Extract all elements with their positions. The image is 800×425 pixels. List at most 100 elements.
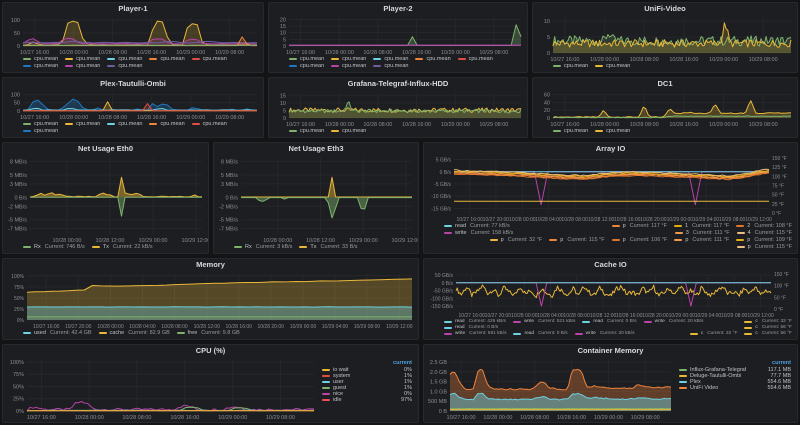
legend-item[interactable]: p Current: 109 °F <box>736 237 792 243</box>
legend-item[interactable]: read Current: 0 B/s <box>513 331 568 336</box>
legend-table-header[interactable]: current <box>393 360 412 366</box>
legend-item[interactable]: cpu.mean <box>289 128 324 134</box>
chart-plot-area[interactable]: 8 MB/s 5 MB/s 3 MB/s 0 B/s -2 MB/s -5 MB/s -7 … <box>214 155 421 244</box>
legend-table-header[interactable]: current <box>772 360 791 366</box>
legend-item[interactable]: p Current: 32 °F <box>489 237 542 243</box>
legend-item[interactable]: cache Current: 82.9 GB <box>98 330 170 336</box>
legend-item[interactable]: cpu.mean <box>23 128 58 134</box>
legend-item[interactable]: cpu.mean <box>553 63 588 69</box>
legend-item[interactable]: p Current: 115 °F <box>549 237 605 243</box>
legend-item[interactable]: cpu.mean <box>107 121 142 127</box>
chart-plot-area[interactable]: 100 50 0 10/27 16:00 10/28 00:00 10/28 08:00 1… <box>3 90 263 121</box>
legend-item[interactable]: 4 Current: 115 °F <box>736 230 792 236</box>
legend-item[interactable]: cpu.mean <box>149 56 185 62</box>
series-label: cpu.mean <box>384 56 409 62</box>
legend-item[interactable]: 3 Current: 111 °F <box>674 230 730 236</box>
legend-item[interactable]: cpu.mean <box>595 63 630 69</box>
legend-item[interactable]: cpu.mean <box>595 128 630 134</box>
legend-item[interactable]: cpu.mean <box>373 56 408 62</box>
legend-table-row[interactable]: UniFi Video 554.6 MB <box>679 385 791 391</box>
legend-item[interactable]: cpu.mean <box>331 63 366 69</box>
svg-text:10/29 00:00: 10/29 00:00 <box>441 122 470 128</box>
panel-title[interactable]: CPU (%) <box>195 346 226 355</box>
legend-table-row[interactable]: Deluge-Tautulli-Ombi 77.7 MB <box>679 373 791 379</box>
panel-title[interactable]: Net Usage Eth3 <box>288 144 344 153</box>
chart-plot-area[interactable]: 8 MB/s 5 MB/s 3 MB/s 0 B/s -2 MB/s -5 MB/s -7 … <box>3 155 211 244</box>
legend-item[interactable]: used Current: 42.4 GB <box>23 330 92 336</box>
legend-item[interactable]: cpu.mean <box>373 63 408 69</box>
legend-item[interactable]: cpu.mean <box>553 128 588 134</box>
chart-plot-area[interactable]: 5 GB/s 0 B/s -5 GB/s -10 GB/s -15 GB/s 150 °F… <box>424 155 797 223</box>
legend-item[interactable]: cpu.mean <box>107 56 142 62</box>
chart-plot-area[interactable]: 15 10 5 0 10/27 16:00 10/28 00:00 10/28 08:00 1… <box>269 90 527 128</box>
chart-plot-area[interactable]: 60 40 20 0 10/27 16:00 10/28 00:00 10/28 08:00… <box>533 90 797 128</box>
legend-item[interactable]: cpu.mean <box>23 56 58 62</box>
legend-item[interactable]: p Current: 115 °F <box>736 244 792 250</box>
panel-title[interactable]: Array IO <box>595 144 626 153</box>
legend-item[interactable]: cpu.mean <box>65 63 100 69</box>
legend-item[interactable]: cpu.mean <box>289 56 324 62</box>
legend-item[interactable]: write Current: 691 kB/s <box>444 331 506 336</box>
legend-item[interactable]: cpu.mean <box>331 56 366 62</box>
legend-item[interactable]: cpu.mean <box>415 56 451 62</box>
legend-item[interactable]: cpu.mean <box>65 56 100 62</box>
legend-item[interactable]: c Current: 56 °F <box>744 331 792 336</box>
panel-title[interactable]: Player-1 <box>118 4 148 13</box>
panel-title[interactable]: Cache IO <box>594 260 627 269</box>
legend-item[interactable]: cpu.mean <box>23 121 58 127</box>
legend-item[interactable]: cpu.mean <box>191 121 227 127</box>
panel-title[interactable]: Memory <box>196 260 225 269</box>
panel-title[interactable]: Plex-Tautulli-Ombi <box>100 79 166 88</box>
chart-plot-area[interactable]: 100% 75% 50% 25% 0% 10/27 16:00 10/27 20:00 10/… <box>3 271 418 330</box>
panel-title[interactable]: Net Usage Eth0 <box>77 144 134 153</box>
panel-title[interactable]: Player-2 <box>383 4 413 13</box>
legend-item[interactable]: Tx Current: 33 B/s <box>299 244 358 250</box>
legend-item[interactable]: write Current: 521 kB/s <box>512 319 575 324</box>
legend-item[interactable]: p Current: 106 °F <box>611 237 667 243</box>
chart-plot-area[interactable]: 10 5 0 10/27 16:00 10/28 00:00 10/28 08:00 10/… <box>533 15 797 63</box>
legend-item[interactable]: write Current: 20 kB/s <box>574 331 634 336</box>
legend-table-row[interactable]: io wait 0% <box>322 367 412 373</box>
legend-item[interactable]: write Current: 158 kB/s <box>444 230 513 236</box>
legend-table-row[interactable]: nice 0% <box>322 391 412 397</box>
legend-item[interactable]: Rx Current: 3 kB/s <box>234 244 292 250</box>
legend-table-row[interactable]: Influx-Grafana-Telegraf 117.1 MB <box>679 367 791 373</box>
legend-item[interactable]: cpu.mean <box>289 63 324 69</box>
legend-table-row[interactable]: user 1% <box>322 379 412 385</box>
legend-item[interactable]: 2 Current: 108 °F <box>736 223 792 229</box>
legend-item[interactable]: c Current: 32 °F <box>744 319 792 324</box>
legend-item[interactable]: read Current: 0 B/s <box>582 319 637 324</box>
legend-item[interactable]: p Current: 117 °F <box>611 223 667 229</box>
legend-item[interactable]: cpu.mean <box>107 63 142 69</box>
panel-title[interactable]: DC1 <box>657 79 673 88</box>
legend-table-row[interactable]: guest 1% <box>322 385 412 391</box>
legend-item[interactable]: cpu.mean <box>457 56 493 62</box>
legend-table-row[interactable]: idle 97% <box>322 397 412 403</box>
chart-plot-area[interactable]: 20 15 10 5 0 10/27 16:00 10/28 00:00 10/28 08:0… <box>269 15 527 56</box>
legend-item[interactable]: Tx Current: 22 kB/s <box>91 244 153 250</box>
legend-item[interactable]: cpu.mean <box>191 56 227 62</box>
legend-item[interactable]: write Current: 20 kB/s <box>643 319 703 324</box>
panel-title[interactable]: Grafana-Telegraf-Influx-HDD <box>347 79 449 88</box>
panel-title[interactable]: UniFi-Video <box>644 4 686 13</box>
legend-item[interactable]: cpu.mean <box>65 121 100 127</box>
chart-plot-area[interactable]: 50 GB/s 0 B/s -50 GB/s -100 GB/s -150 GB/s 15… <box>424 271 797 319</box>
legend-item[interactable]: read Current: 77 kB/s <box>444 223 510 229</box>
chart-plot-area[interactable]: 100 50 0 10/27 16:00 10/28 00:00 10/28 08:00 1… <box>3 15 263 56</box>
legend-item[interactable]: c Current: 32 °F <box>689 331 737 336</box>
legend-table-row[interactable]: system 1% <box>322 373 412 379</box>
legend-item[interactable]: read Current: 0 B/s <box>444 325 498 330</box>
legend-item[interactable]: cpu.mean <box>149 121 185 127</box>
legend-item[interactable]: p Current: 111 °F <box>674 237 729 243</box>
legend-item[interactable]: cpu.mean <box>331 128 366 134</box>
legend-table-row[interactable]: Plex 554.6 MB <box>679 379 791 385</box>
legend-item[interactable]: read Current: 426 kB/s <box>444 319 506 324</box>
legend-item[interactable]: free Current: 9.8 GB <box>176 330 240 336</box>
legend-item[interactable]: 1 Current: 117 °F <box>673 223 729 229</box>
chart-plot-area[interactable]: 100% 75% 50% 25% 0% 10/27 16:00 10/28 00:00 10/… <box>3 357 320 421</box>
legend-item[interactable]: cpu.mean <box>23 63 58 69</box>
legend-item[interactable]: c Current: 56 °F <box>744 325 792 330</box>
panel-title[interactable]: Container Memory <box>577 346 644 355</box>
chart-plot-area[interactable]: 2.5 GB 2.0 GB 1.5 GB 1.0 GB 500 MB 0 B 10/27 1… <box>424 357 677 421</box>
legend-item[interactable]: Rx Current: 746 B/s <box>23 244 85 250</box>
